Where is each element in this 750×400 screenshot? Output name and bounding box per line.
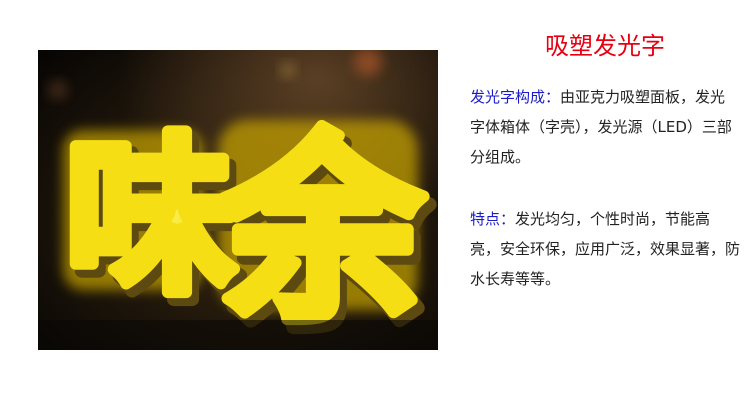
features-text: 发光均匀，个性时尚，节能高亮，安全环保，应用广泛，效果显著，防水长寿等等。: [470, 210, 741, 288]
photo-bottom-shadow: [38, 320, 438, 350]
letter-glow: [63, 120, 418, 310]
product-photo: 味 余 味 余: [38, 50, 438, 350]
sign-char-2: 余: [221, 115, 424, 348]
illuminated-sign-illustration: 味 余 味 余: [38, 50, 438, 350]
composition-label: 发光字构成：: [470, 88, 561, 106]
letter-shell: 味 余: [65, 116, 437, 350]
page-title: 吸塑发光字: [545, 32, 665, 60]
letter-faces: 味 余: [60, 109, 430, 350]
composition-text: 由亚克力吸塑面板，发光字体箱体（字壳），发光源（LED）三部分组成。: [470, 88, 732, 166]
features-paragraph: 特点：发光均匀，个性时尚，节能高亮，安全环保，应用广泛，效果显著，防水长寿等等。: [470, 204, 740, 294]
background-lights: [48, 50, 382, 100]
sign-char-2-shell: 余: [227, 123, 430, 350]
composition-paragraph: 发光字构成：由亚克力吸塑面板，发光字体箱体（字壳），发光源（LED）三部分组成。: [470, 82, 740, 172]
features-label: 特点：: [470, 210, 516, 228]
sign-char-1: 味: [66, 119, 236, 317]
sign-char-1-shell: 味: [72, 126, 242, 324]
